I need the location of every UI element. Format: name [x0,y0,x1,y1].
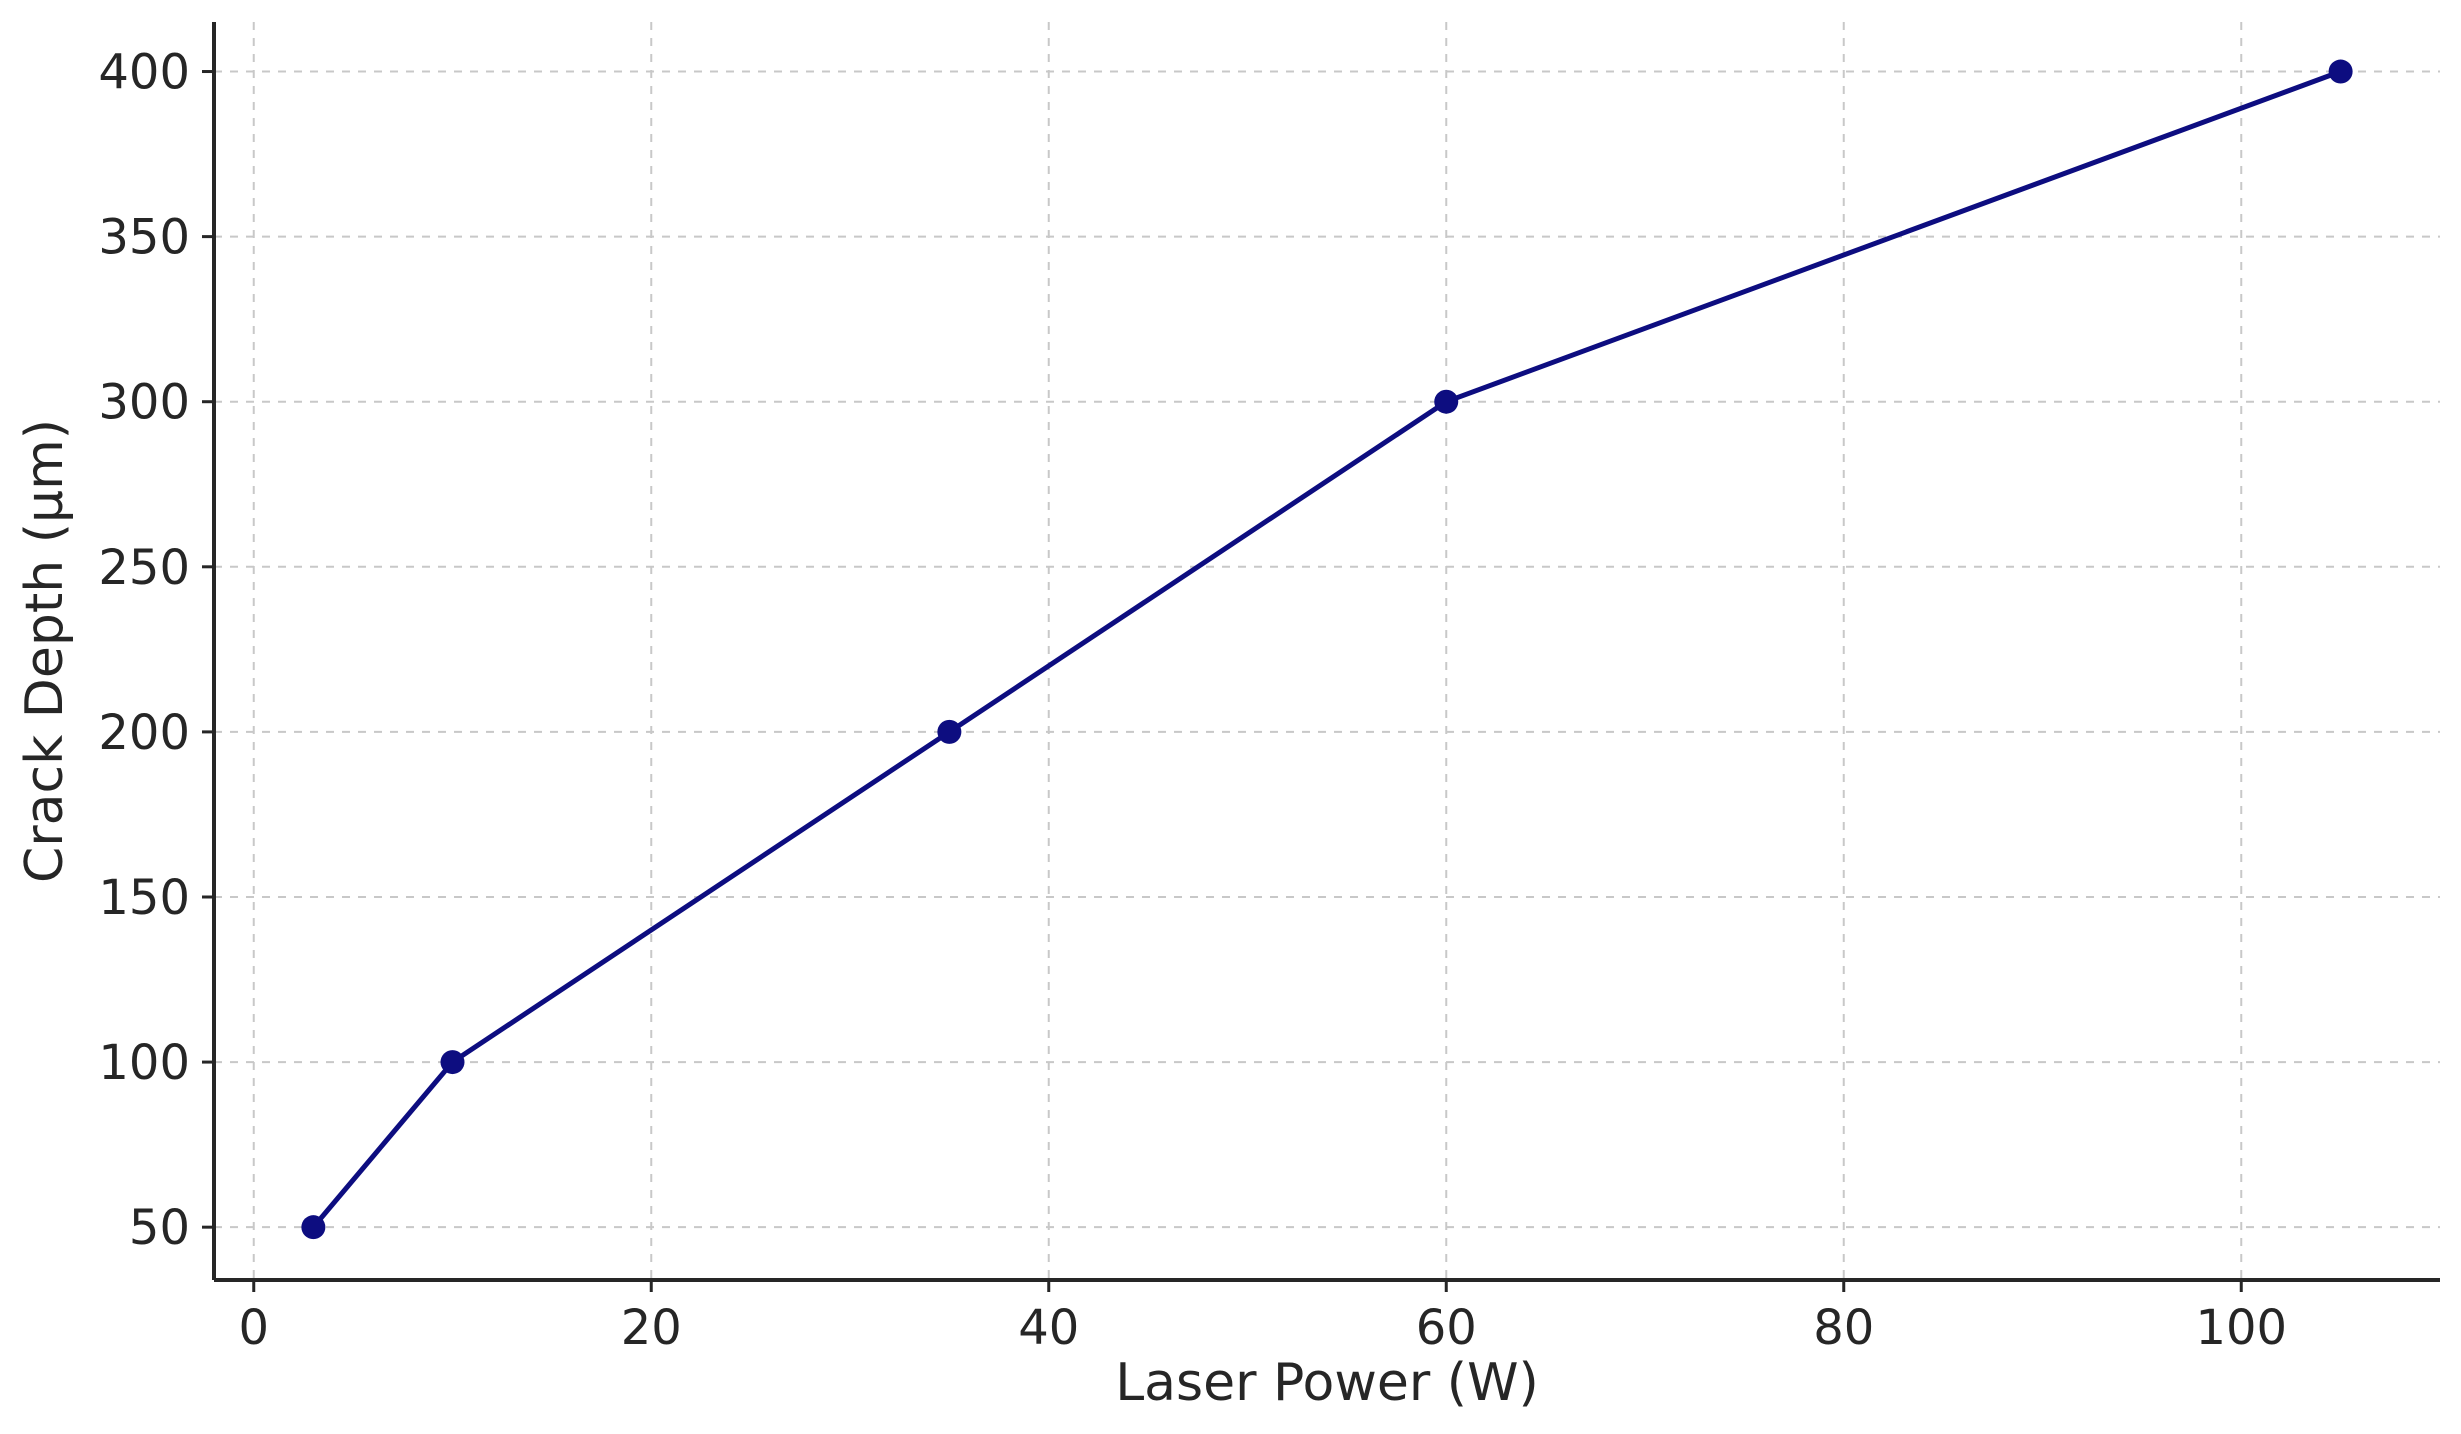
y-axis-title: Crack Depth (μm) [15,419,75,883]
x-tick-label: 80 [1813,1300,1874,1356]
y-tick-label: 400 [98,45,190,101]
y-tick-label: 350 [98,210,190,266]
y-tick-label: 200 [98,705,190,761]
data-point [2328,59,2353,84]
x-axis-title: Laser Power (W) [1115,1353,1539,1413]
y-tick-label: 250 [98,540,190,596]
series-line [310,69,2344,1230]
axes: 0 20 40 60 80 100 50 100 150 200 250 300 350 400 [98,22,2440,1356]
y-tick-label: 300 [98,375,190,431]
data-point [937,719,962,744]
x-tick-label: 20 [621,1300,682,1356]
x-tick-label: 0 [238,1300,269,1356]
data-point [1434,389,1459,414]
x-tick-label: 60 [1416,1300,1477,1356]
data-point [301,1215,326,1240]
x-tick-label: 40 [1018,1300,1079,1356]
data-point [440,1050,465,1075]
series [301,59,2353,1240]
grid [214,22,2440,1280]
y-tick-label: 50 [129,1200,190,1256]
y-tick-label: 150 [98,870,190,926]
x-tick-label: 100 [2195,1300,2287,1356]
y-tick-label: 100 [98,1035,190,1091]
